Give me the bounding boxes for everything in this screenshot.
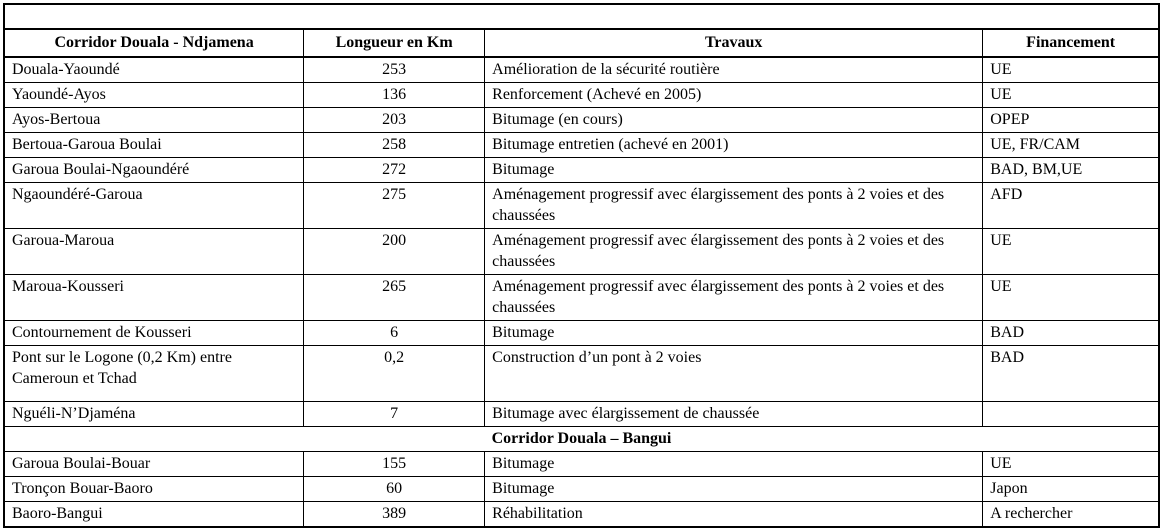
length-cell: 258 — [303, 132, 486, 158]
length-cell: 136 — [303, 82, 486, 108]
financing-cell: BAD, BM,UE — [982, 157, 1158, 183]
corridor-cell: Ayos-Bertoua — [5, 107, 305, 133]
document-page: Corridor Douala - Ndjamena Longueur en K… — [0, 3, 1163, 528]
length-cell: 60 — [303, 476, 486, 502]
table-row: Bertoua-Garoua Boulai 258 Bitumage entre… — [5, 132, 1158, 158]
corridor-cell: Garoua-Maroua — [5, 228, 305, 275]
section-header-row: Corridor Douala – Bangui — [5, 426, 1158, 452]
table-row: Nguéli-N’Djaména 7 Bitumage avec élargis… — [5, 401, 1158, 427]
corridor-cell: Pont sur le Logone (0,2 Km) entre Camero… — [5, 345, 305, 402]
table-row: Ayos-Bertoua 203 Bitumage (en cours) OPE… — [5, 107, 1158, 133]
length-cell: 7 — [303, 401, 486, 427]
length-cell: 265 — [303, 274, 486, 321]
corridor-cell: Ngaoundéré-Garoua — [5, 182, 305, 229]
financing-cell: UE — [982, 274, 1158, 321]
financing-cell: AFD — [982, 182, 1158, 229]
column-header-length: Longueur en Km — [303, 28, 486, 58]
length-cell: 389 — [303, 501, 486, 526]
table-row: Pont sur le Logone (0,2 Km) entre Camero… — [5, 345, 1158, 402]
column-header-works: Travaux — [484, 28, 984, 58]
corridor-works-table: Corridor Douala - Ndjamena Longueur en K… — [5, 28, 1158, 526]
financing-cell — [982, 401, 1158, 427]
corridor-cell: Nguéli-N’Djaména — [5, 401, 305, 427]
length-cell: 275 — [303, 182, 486, 229]
corridor-cell: Tronçon Bouar-Baoro — [5, 476, 305, 502]
corridor-cell: Douala-Yaoundé — [5, 56, 305, 83]
works-cell: Bitumage — [484, 451, 984, 477]
table-outer-frame: Corridor Douala - Ndjamena Longueur en K… — [3, 3, 1160, 528]
works-cell: Construction d’un pont à 2 voies — [484, 345, 984, 402]
table-row: Ngaoundéré-Garoua 275 Aménagement progre… — [5, 182, 1158, 229]
corridor-cell: Maroua-Kousseri — [5, 274, 305, 321]
table-row: Tronçon Bouar-Baoro 60 Bitumage Japon — [5, 476, 1158, 502]
financing-cell: A rechercher — [982, 501, 1158, 526]
financing-cell: OPEP — [982, 107, 1158, 133]
works-cell: Bitumage entretien (achevé en 2001) — [484, 132, 984, 158]
financing-cell: UE — [982, 451, 1158, 477]
column-header-financing: Financement — [982, 28, 1158, 58]
financing-cell: UE, FR/CAM — [982, 132, 1158, 158]
corridor-cell: Garoua Boulai-Bouar — [5, 451, 305, 477]
financing-cell: Japon — [982, 476, 1158, 502]
table-row: Garoua Boulai-Ngaoundéré 272 Bitumage BA… — [5, 157, 1158, 183]
table-row: Yaoundé-Ayos 136 Renforcement (Achevé en… — [5, 82, 1158, 108]
header-row: Corridor Douala - Ndjamena Longueur en K… — [5, 28, 1158, 58]
corridor-cell: Garoua Boulai-Ngaoundéré — [5, 157, 305, 183]
table-row: Baoro-Bangui 389 Réhabilitation A recher… — [5, 501, 1158, 526]
financing-cell: BAD — [982, 345, 1158, 402]
works-cell: Aménagement progressif avec élargissemen… — [484, 182, 984, 229]
works-cell: Bitumage — [484, 320, 984, 346]
length-cell: 6 — [303, 320, 486, 346]
financing-cell: BAD — [982, 320, 1158, 346]
length-cell: 272 — [303, 157, 486, 183]
length-cell: 155 — [303, 451, 486, 477]
works-cell: Aménagement progressif avec élargissemen… — [484, 274, 984, 321]
length-cell: 200 — [303, 228, 486, 275]
financing-cell: UE — [982, 228, 1158, 275]
financing-cell: UE — [982, 56, 1158, 83]
works-cell: Réhabilitation — [484, 501, 984, 526]
corridor-cell: Baoro-Bangui — [5, 501, 305, 526]
table-row: Garoua Boulai-Bouar 155 Bitumage UE — [5, 451, 1158, 477]
corridor-cell: Bertoua-Garoua Boulai — [5, 132, 305, 158]
length-cell: 203 — [303, 107, 486, 133]
column-header-corridor: Corridor Douala - Ndjamena — [5, 28, 305, 58]
table-row: Douala-Yaoundé 253 Amélioration de la sé… — [5, 56, 1158, 83]
corridor-cell: Yaoundé-Ayos — [5, 82, 305, 108]
works-cell: Bitumage — [484, 476, 984, 502]
works-cell: Bitumage avec élargissement de chaussée — [484, 401, 984, 427]
works-cell: Bitumage (en cours) — [484, 107, 984, 133]
length-cell: 0,2 — [303, 345, 486, 402]
empty-top-row — [5, 5, 1158, 28]
table-row: Garoua-Maroua 200 Aménagement progressif… — [5, 228, 1158, 275]
table-row: Contournement de Kousseri 6 Bitumage BAD — [5, 320, 1158, 346]
works-cell: Aménagement progressif avec élargissemen… — [484, 228, 984, 275]
works-cell: Amélioration de la sécurité routière — [484, 56, 984, 83]
length-cell: 253 — [303, 56, 486, 83]
financing-cell: UE — [982, 82, 1158, 108]
works-cell: Bitumage — [484, 157, 984, 183]
table-row: Maroua-Kousseri 265 Aménagement progress… — [5, 274, 1158, 321]
corridor-cell: Contournement de Kousseri — [5, 320, 305, 346]
section-title: Corridor Douala – Bangui — [5, 426, 1158, 452]
works-cell: Renforcement (Achevé en 2005) — [484, 82, 984, 108]
